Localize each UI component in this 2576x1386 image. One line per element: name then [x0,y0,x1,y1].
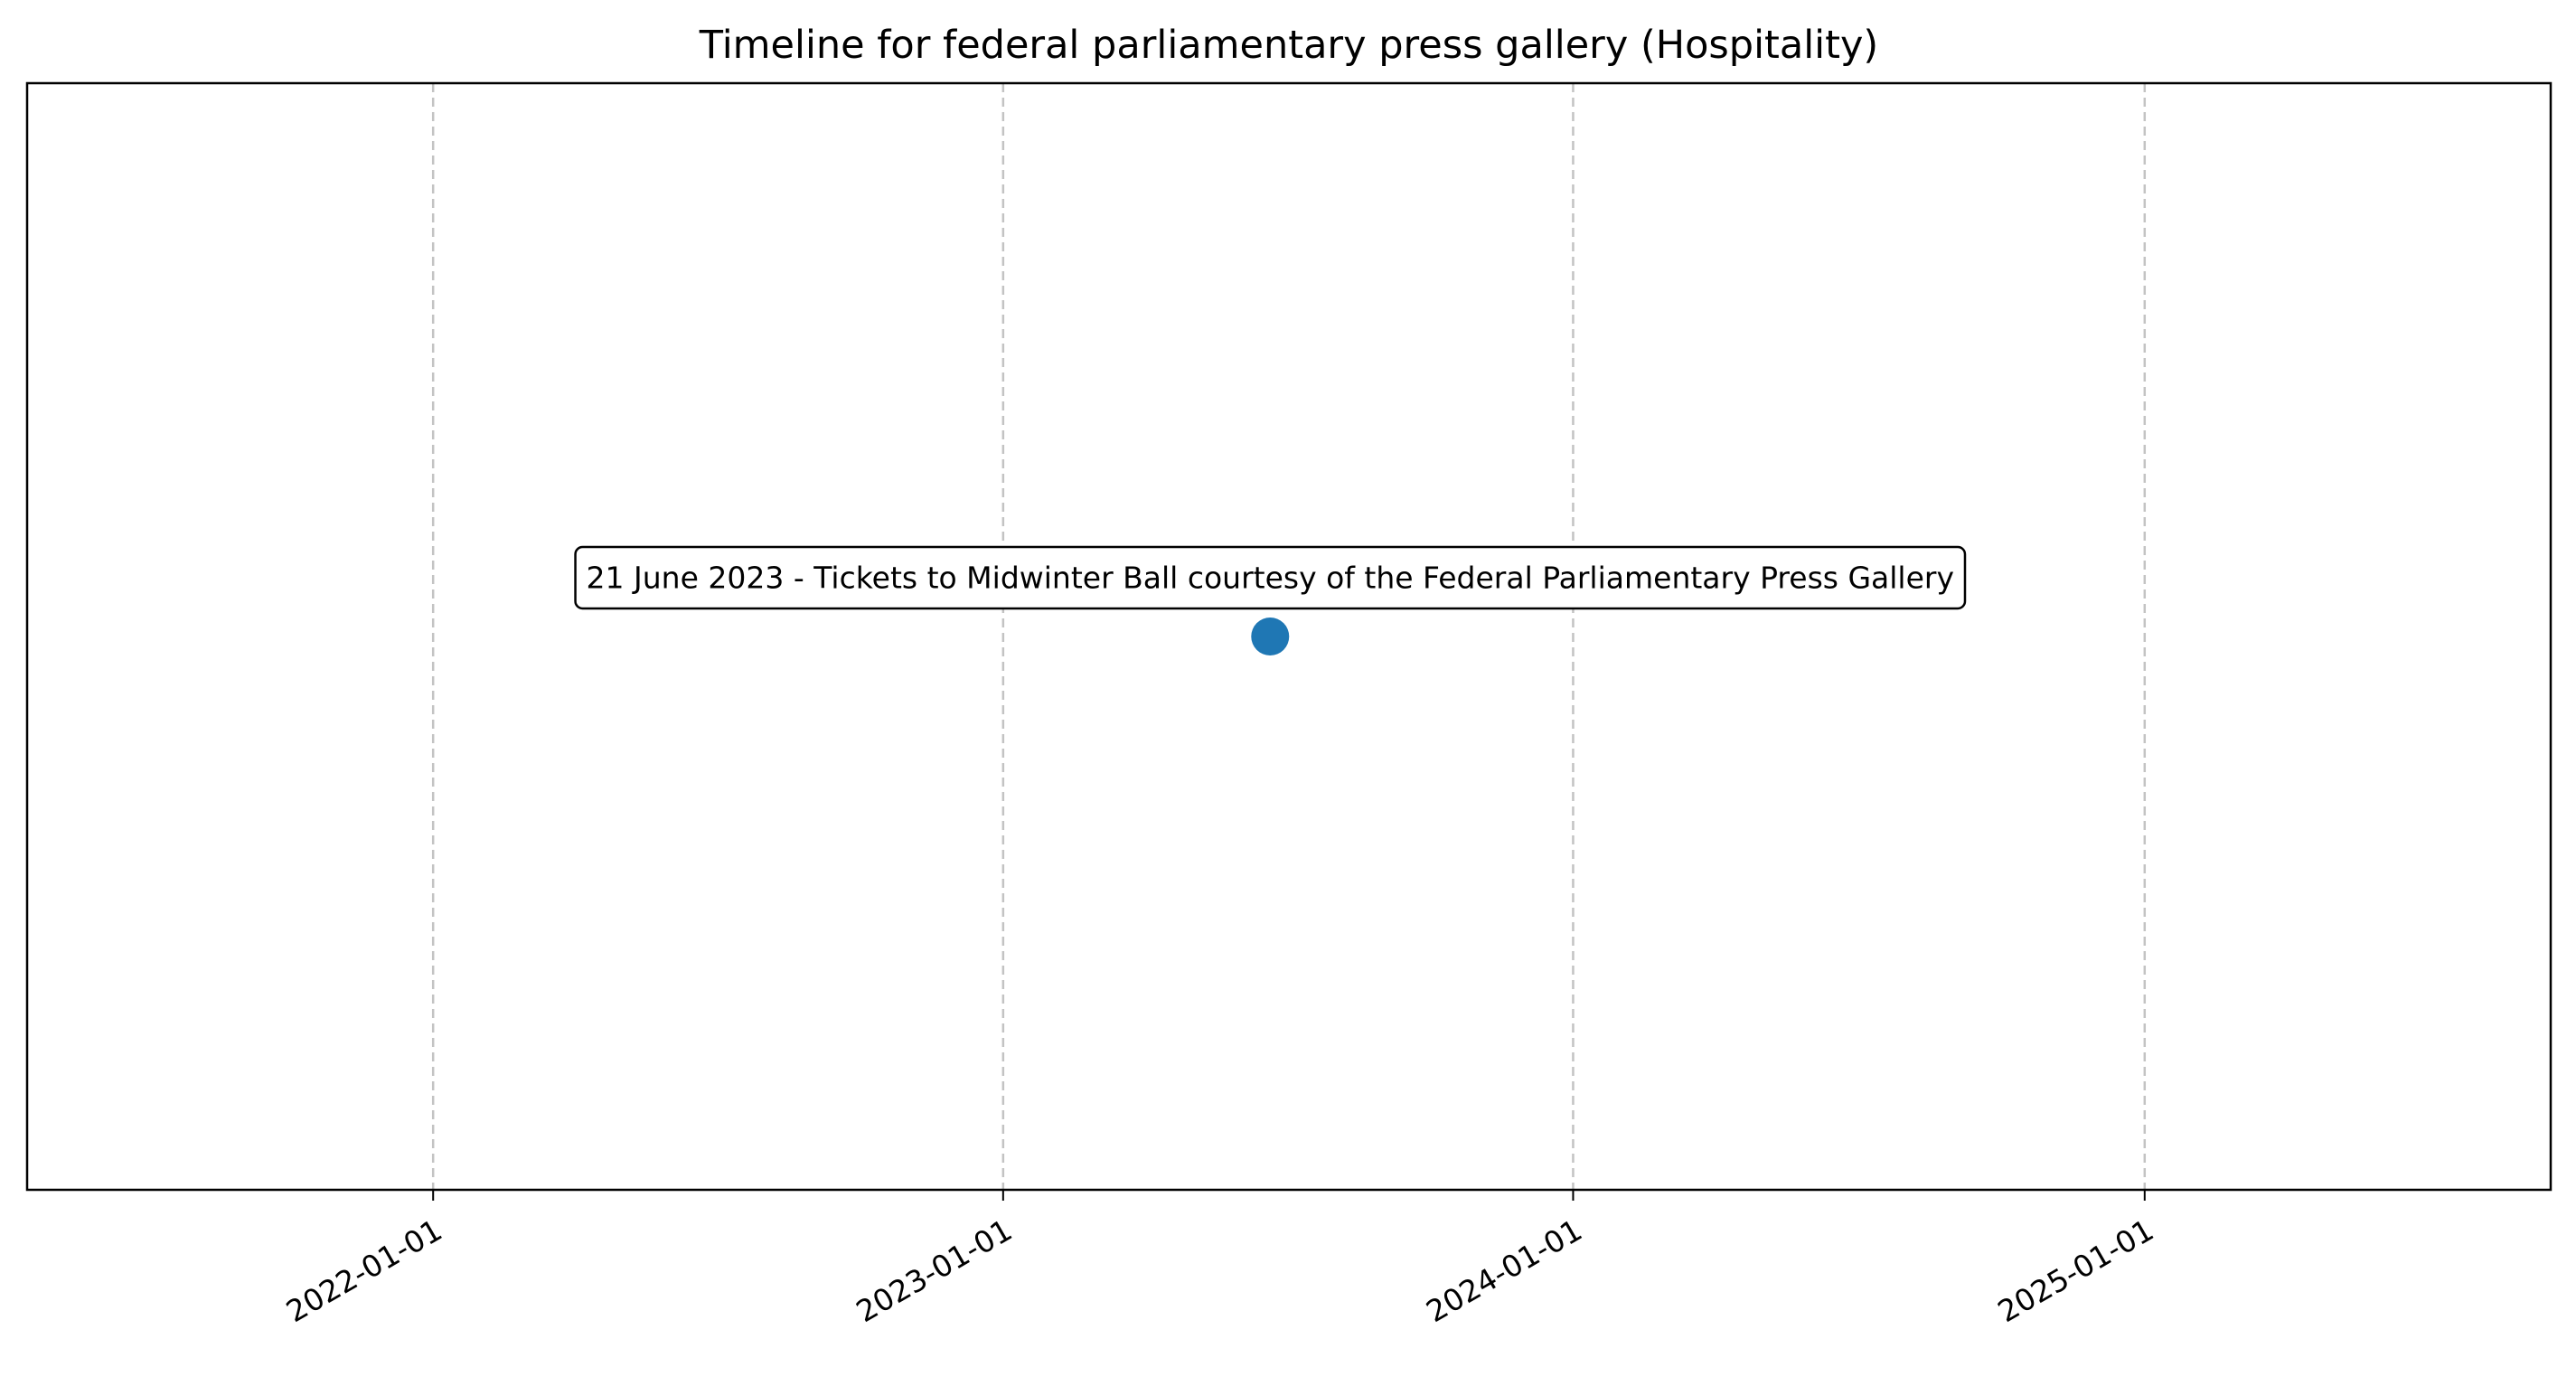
x-tick-label: 2022-01-01 [280,1212,448,1330]
event-label-box [574,545,1967,610]
event-annotations: 21 June 2023 - Tickets to Midwinter Ball… [574,545,1967,610]
data-point [1251,618,1290,655]
event-label: 21 June 2023 - Tickets to Midwinter Ball… [587,561,1954,596]
x-tick-label: 2024-01-01 [1420,1212,1588,1330]
x-tick-label: 2023-01-01 [851,1212,1019,1330]
x-axis-ticks: 2022-01-01 2023-01-01 2024-01-01 2025-01-01 [280,1190,2159,1329]
chart-title: Timeline for federal parliamentary press… [699,23,1878,68]
gridlines [431,83,2147,1190]
x-tick-label: 2025-01-01 [1992,1212,2160,1330]
plot-area-frame [25,81,2552,1192]
data-points [1251,618,1290,655]
